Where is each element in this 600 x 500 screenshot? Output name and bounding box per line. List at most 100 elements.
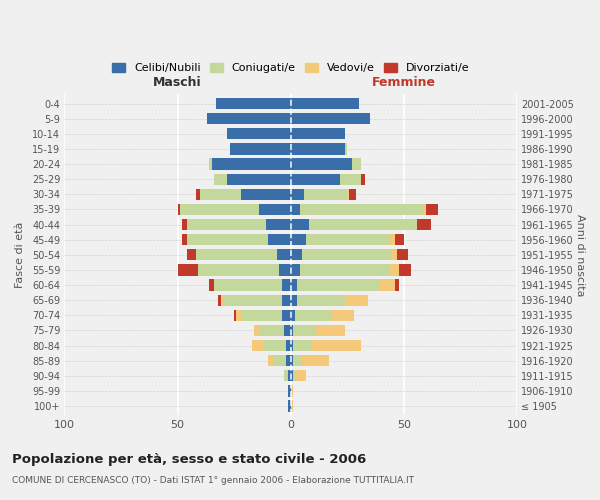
Bar xyxy=(187,234,290,245)
Bar xyxy=(207,113,290,124)
Bar xyxy=(290,113,370,124)
Bar xyxy=(290,98,359,109)
Bar xyxy=(290,264,300,276)
Legend: Celibi/Nubili, Coniugati/e, Vedovi/e, Divorziati/e: Celibi/Nubili, Coniugati/e, Vedovi/e, Di… xyxy=(107,58,474,78)
Bar xyxy=(290,370,293,382)
Bar xyxy=(286,355,290,366)
Bar xyxy=(209,158,290,170)
Bar xyxy=(218,294,290,306)
Bar xyxy=(290,113,370,124)
Bar xyxy=(290,340,361,351)
Bar xyxy=(290,310,354,321)
Bar xyxy=(209,158,290,170)
Bar xyxy=(290,158,361,170)
Bar xyxy=(268,234,290,245)
Bar xyxy=(281,294,290,306)
Bar xyxy=(290,310,295,321)
Bar xyxy=(216,98,290,109)
Bar xyxy=(209,280,290,290)
Bar xyxy=(290,340,361,351)
Bar xyxy=(290,249,392,260)
Bar xyxy=(180,204,290,215)
Y-axis label: Anni di nascita: Anni di nascita xyxy=(575,214,585,296)
Bar xyxy=(290,280,399,290)
Bar xyxy=(290,188,347,200)
Bar xyxy=(290,340,293,351)
Bar xyxy=(290,204,437,215)
Bar xyxy=(290,355,302,366)
Bar xyxy=(216,98,290,109)
Bar xyxy=(230,144,290,154)
Bar xyxy=(182,219,290,230)
Bar xyxy=(290,370,295,382)
Bar xyxy=(216,98,290,109)
Bar xyxy=(290,219,418,230)
Bar xyxy=(284,370,290,382)
Bar xyxy=(252,340,290,351)
Bar xyxy=(196,249,290,260)
Bar xyxy=(290,98,359,109)
Bar xyxy=(207,113,290,124)
Bar xyxy=(290,174,340,185)
Bar xyxy=(230,144,290,154)
Bar xyxy=(290,294,368,306)
Bar xyxy=(290,144,345,154)
Bar xyxy=(290,400,293,411)
Bar xyxy=(290,234,390,245)
Bar xyxy=(187,219,290,230)
Bar xyxy=(290,325,316,336)
Bar xyxy=(268,355,290,366)
Bar xyxy=(289,386,290,396)
Bar xyxy=(290,249,397,260)
Bar xyxy=(200,188,290,200)
Bar xyxy=(289,400,290,411)
Bar xyxy=(289,386,290,396)
Bar xyxy=(259,325,290,336)
Bar xyxy=(290,325,345,336)
Bar xyxy=(207,113,290,124)
Bar xyxy=(182,234,290,245)
Bar xyxy=(284,370,290,382)
Bar xyxy=(266,219,290,230)
Bar xyxy=(290,264,399,276)
Bar xyxy=(290,400,293,411)
Bar xyxy=(289,370,290,382)
Bar xyxy=(290,128,345,140)
Bar xyxy=(196,188,290,200)
Bar xyxy=(236,310,290,321)
Bar xyxy=(290,386,293,396)
Y-axis label: Fasce di età: Fasce di età xyxy=(15,222,25,288)
Bar xyxy=(290,294,368,306)
Bar xyxy=(234,310,290,321)
Bar xyxy=(221,294,290,306)
Bar xyxy=(209,158,290,170)
Bar xyxy=(290,113,370,124)
Bar xyxy=(241,188,290,200)
Bar xyxy=(227,128,290,140)
Bar xyxy=(290,294,345,306)
Bar xyxy=(290,158,352,170)
Bar xyxy=(280,264,290,276)
Bar xyxy=(290,310,354,321)
Bar xyxy=(290,355,329,366)
Bar xyxy=(252,340,290,351)
Text: Femmine: Femmine xyxy=(372,76,436,89)
Bar xyxy=(289,400,290,411)
Bar xyxy=(290,128,345,140)
Bar xyxy=(227,128,290,140)
Bar xyxy=(290,188,304,200)
Bar xyxy=(284,370,290,382)
Bar xyxy=(207,113,290,124)
Bar xyxy=(290,219,431,230)
Bar xyxy=(187,219,290,230)
Bar xyxy=(290,386,293,396)
Text: Maschi: Maschi xyxy=(153,76,202,89)
Bar xyxy=(277,249,290,260)
Bar xyxy=(241,310,290,321)
Bar xyxy=(290,264,390,276)
Bar xyxy=(272,355,290,366)
Bar xyxy=(227,128,290,140)
Bar xyxy=(254,325,290,336)
Bar xyxy=(178,204,290,215)
Bar xyxy=(290,174,361,185)
